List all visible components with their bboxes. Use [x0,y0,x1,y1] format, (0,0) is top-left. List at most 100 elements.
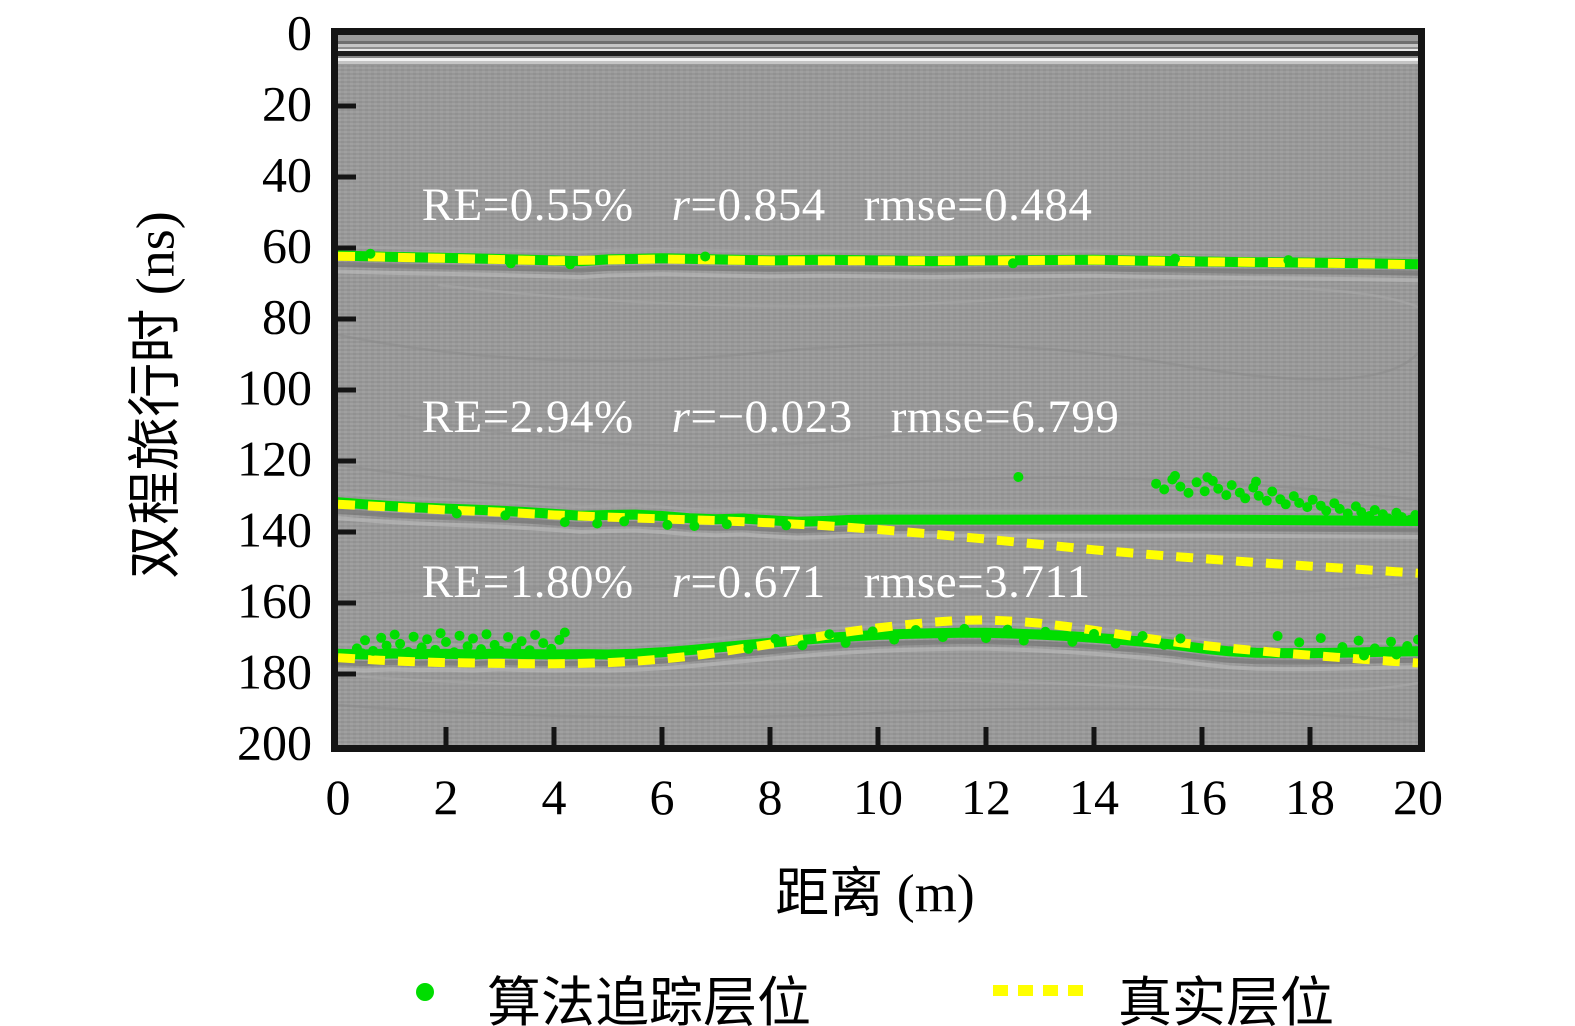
x-tick-label: 16 [1177,769,1227,825]
tracked-horizon-dot [565,259,576,270]
tracked-horizon-dot [365,248,376,259]
x-tick-label: 14 [1069,769,1119,825]
tracked-horizon-dot [357,648,368,659]
tracked-horizon-dot [1410,510,1418,520]
tracked-horizon-dot [770,633,781,644]
tracked-horizon-dot [1359,650,1369,661]
true-horizon-dashed-line [338,615,1418,669]
tracked-horizon-dot [1321,505,1332,516]
tracked-horizon-dot [1151,478,1162,489]
y-tick-label: 60 [262,217,312,274]
wavelet-light-band [338,646,1418,673]
background-texture-line [437,283,1418,309]
stats-annotation: RE=1.80% r=0.671 rmse=3.711 [422,556,1091,610]
tracked-horizon-dot [430,644,441,655]
tracked-horizon-dot [824,629,835,640]
tracked-horizon-dot [1356,507,1367,518]
tracked-horizon-dot [1337,642,1348,652]
y-tick-label: 100 [237,359,312,416]
tracked-horizon-dot [360,635,370,646]
tracked-horizon-dot [959,623,970,634]
x-tick-label: 8 [757,769,783,825]
stat-value: rmse=6.799 [890,390,1120,443]
tracked-horizon-dot [1067,636,1078,647]
tracked-horizon-dot [1369,505,1380,515]
tracked-horizon-dot [1191,477,1202,488]
legend-dash-segment [1043,985,1058,996]
tracked-horizon-dot [559,627,570,638]
true-horizon-dashed-line [338,251,1418,270]
stat-value: r=−0.023 [671,390,853,443]
tracked-horizon-dot [1040,626,1051,637]
tracked-horizon-dot [516,636,527,647]
radargram-horizons-svg [338,103,1418,745]
tracked-horizon-dot [451,508,462,519]
legend-tracked-label: 算法追踪层位 [487,973,811,1026]
stat-value: RE=0.55% [421,179,634,232]
tracked-horizon-dot [889,634,900,645]
tracked-horizon-dot [1288,491,1299,502]
tracked-horizon-dot [1110,638,1121,649]
tracked-horizon-dot [503,632,514,643]
tracked-horizon-dot [1307,494,1318,505]
tracked-horizon-dot [1253,490,1264,501]
stat-value: rmse=0.484 [863,179,1093,232]
tracked-horizon-dot [1170,470,1180,481]
tracked-horizon-dot [1207,475,1218,486]
x-axis-title: 距离 (m) [775,863,975,924]
tracked-horizon-dot [1396,512,1407,523]
tracked-horizon-dot [554,634,565,645]
tracked-horizon-dot [1170,253,1180,264]
tracked-horizon-dot [1175,481,1186,492]
legend-dash-segment [993,985,1008,996]
tracked-horizon-dot [1283,255,1294,266]
tracked-horizon-dot [435,628,446,639]
tracked-horizon-dot [1251,476,1261,487]
legend-true-label: 真实层位 [1118,973,1334,1026]
x-tick-label: 4 [541,769,567,825]
tracked-horizon-dot [468,633,478,644]
plot-area: RE=0.55% r=0.854 rmse=0.484 RE=2.94% r=−0.02… [331,28,1425,752]
tracked-horizon-dot [1013,472,1024,482]
tracked-horizon-dot [1240,493,1251,504]
tracked-horizon-dot [1383,513,1394,524]
y-tick-label: 20 [262,75,312,132]
stat-value: r=0.671 [671,556,826,609]
tracked-horizon-dot [1199,486,1210,497]
y-tick-label: 120 [237,430,312,487]
tracked-horizon-dot [867,626,878,637]
y-tick-label: 180 [237,643,312,700]
tracked-horizon-dot [546,643,557,654]
tracked-horizon-dot [1008,258,1018,269]
x-tick-label: 20 [1393,769,1443,825]
stat-value: RE=2.94% [421,390,634,443]
wavelet-light-band [338,269,1418,283]
tracked-horizon-dot [1342,508,1353,519]
y-tick-label: 140 [237,501,312,558]
tracked-horizon-dot [1267,486,1278,497]
tracked-horizon-dot [395,638,406,649]
stat-value: r=0.854 [671,179,826,232]
wavelet-dark-band [338,262,1418,276]
stat-value: rmse=3.711 [863,556,1091,609]
tracked-horizon-dot [500,510,511,521]
tracked-horizon-dot [559,517,570,528]
tracked-horizon-dot [454,630,465,641]
tracked-horizon-dot [1213,483,1224,494]
tracked-horizon-dot [1159,484,1170,495]
tracked-horizon-dot [524,645,535,656]
tracked-horizon-dot [389,629,400,640]
tracked-horizon-dot [981,633,991,644]
x-tick-label: 0 [325,769,351,825]
tracked-horizon-dot [1159,639,1170,650]
tracked-horizon-dot [1402,641,1413,651]
x-tick-label: 12 [961,769,1011,825]
tracked-horizon-dot [937,632,948,643]
tracked-horizon-dot [403,647,414,657]
tracked-horizon-dot [381,640,392,651]
x-tick-label: 10 [853,769,903,825]
background-texture-line [397,413,1418,457]
tracked-horizon-dot [1302,502,1313,513]
wavelet-light-band [338,516,1418,540]
